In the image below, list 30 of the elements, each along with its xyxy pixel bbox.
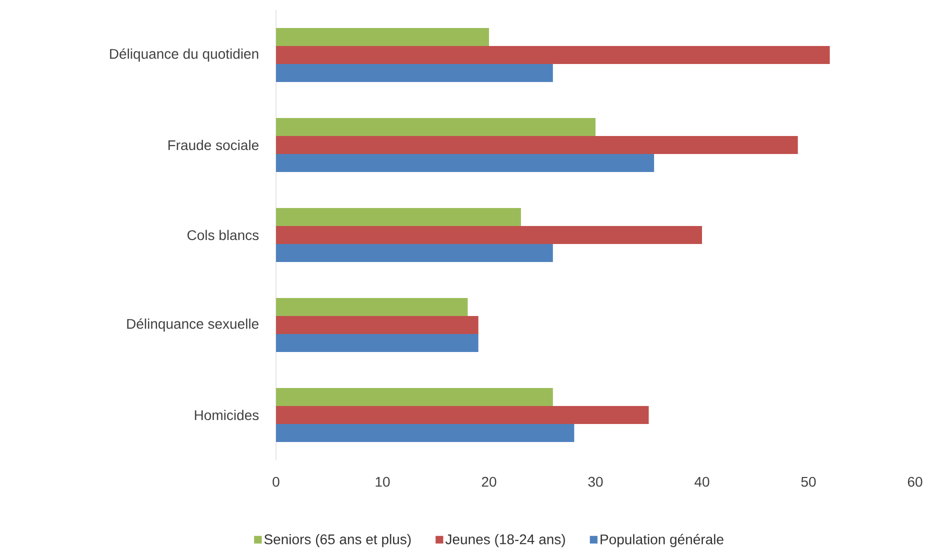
- y-tick-label: Délinquance sexuelle: [127, 318, 258, 332]
- x-tick-label: 60: [908, 476, 922, 487]
- bar: [276, 226, 702, 244]
- x-tick-label: 20: [482, 476, 496, 487]
- x-tick-label: 50: [801, 476, 816, 487]
- x-tick-label: 40: [694, 476, 710, 487]
- bar: [276, 316, 478, 334]
- x-tick-label: 0: [272, 476, 280, 487]
- bar: [276, 136, 798, 154]
- bar: [276, 208, 521, 226]
- legend-label: Population générale: [600, 534, 724, 548]
- legend-label: Seniors (65 ans et plus): [264, 534, 411, 548]
- bar: [276, 388, 553, 406]
- bar: [276, 118, 596, 136]
- y-tick-label: Fraude sociale: [168, 140, 258, 150]
- bar: [276, 334, 478, 352]
- bar: [276, 298, 468, 316]
- x-tick-label: 30: [588, 476, 603, 487]
- y-tick-label: Cols blancs: [187, 230, 259, 240]
- y-tick-label: Homicides: [194, 410, 259, 420]
- bar: [276, 154, 654, 172]
- bar: [276, 28, 490, 46]
- bar: [276, 406, 649, 424]
- y-tick-label: Déliquance du quotidien: [110, 48, 258, 62]
- bar: [276, 424, 574, 442]
- bar: [276, 46, 830, 64]
- bar: [276, 64, 553, 82]
- x-tick-label: 10: [376, 476, 390, 487]
- bar: [276, 244, 553, 262]
- legend-label: Jeunes (18-24 ans): [445, 534, 565, 548]
